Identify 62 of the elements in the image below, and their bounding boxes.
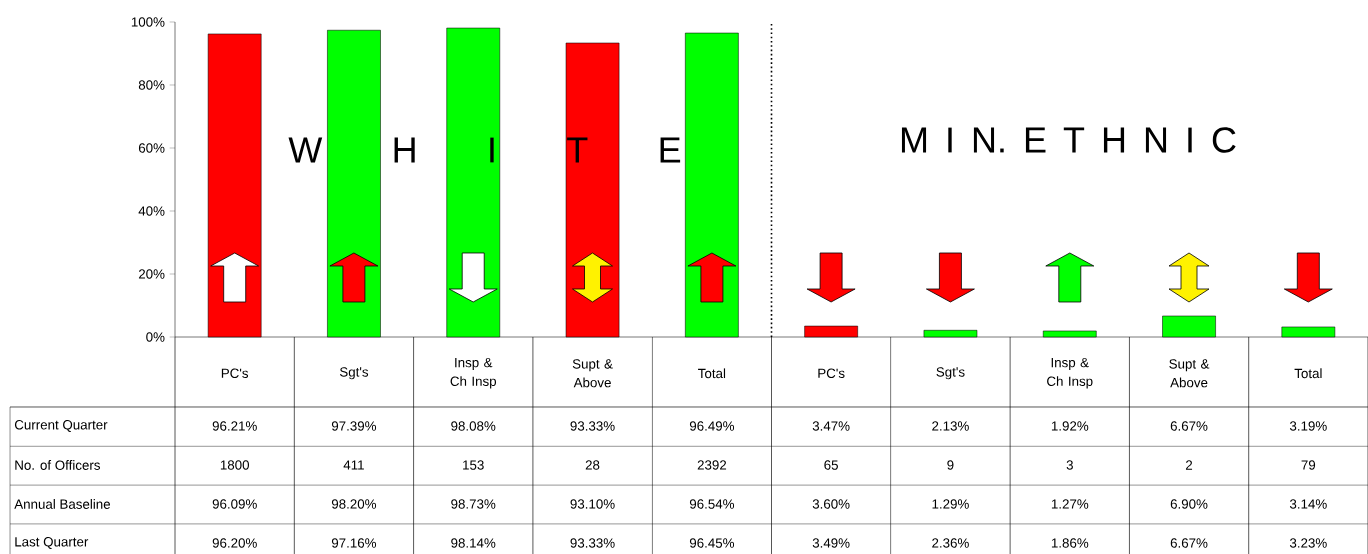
data-label: 93.33%	[570, 421, 615, 431]
x-tick-label: Sgt's	[936, 367, 965, 380]
text: 3.60%	[812, 499, 850, 509]
text: Last Quarter	[15, 537, 89, 549]
text: 1.27%	[1051, 499, 1089, 509]
data-label: 6.67%	[1170, 421, 1208, 431]
text: 97.16%	[331, 538, 377, 548]
text: 3	[1066, 460, 1073, 470]
text: 1800	[220, 460, 250, 470]
y-tick-label: 100%	[131, 17, 165, 27]
x-tick-label: Supt & Above	[1169, 359, 1210, 388]
x-tick-label: Insp & Ch Insp	[1047, 357, 1093, 389]
text: Current Quarter	[14, 420, 108, 432]
text: 96.09%	[212, 499, 257, 509]
text: 153	[463, 460, 484, 470]
data-label: 3.47%	[812, 421, 850, 431]
text: 3.14%	[1289, 499, 1327, 509]
text: No. of Officers	[15, 460, 100, 470]
text: 6.67%	[1170, 538, 1208, 548]
text: 98.14%	[451, 538, 496, 548]
text: 2	[1185, 460, 1193, 470]
text: 2392	[697, 460, 727, 470]
x-tick-label: Sgt's	[339, 367, 369, 380]
text: 96.45%	[689, 538, 735, 548]
text: Annual Baseline	[14, 499, 110, 509]
text: 93.33%	[570, 538, 615, 548]
text: 1.29%	[932, 499, 969, 509]
y-tick-label: 40%	[138, 206, 165, 216]
text: 6.90%	[1170, 499, 1208, 509]
x-tick-label: Total	[1294, 368, 1322, 379]
text: 3.23%	[1289, 538, 1327, 548]
text: 96.54%	[689, 499, 735, 509]
data-label: 3.19%	[1289, 421, 1327, 431]
text: 9	[947, 460, 954, 470]
text: 93.10%	[570, 499, 615, 509]
annotation: W H I T E	[288, 137, 681, 163]
data-label: 98.08%	[451, 421, 496, 431]
x-tick-label: PC's	[818, 368, 845, 378]
x-tick-label: PC's	[221, 368, 249, 378]
text: 79	[1301, 460, 1316, 470]
text: 3.49%	[812, 538, 850, 548]
x-tick-label: Insp & Ch Insp	[450, 357, 497, 389]
y-tick-label: 80%	[138, 80, 165, 90]
annotation: M I N. E T H N I C	[901, 127, 1236, 153]
y-tick-label: 60%	[138, 143, 165, 153]
text: 28	[585, 460, 600, 470]
text: 98.20%	[331, 499, 377, 509]
text: 96.20%	[212, 538, 257, 548]
x-tick-label: Total	[698, 368, 726, 379]
data-label: 96.21%	[212, 421, 257, 431]
x-tick-label: Supt & Above	[572, 359, 613, 388]
text: 1.86%	[1051, 538, 1089, 548]
data-label: 1.92%	[1051, 421, 1089, 431]
text: 411	[343, 460, 364, 470]
data-label: 96.49%	[689, 421, 735, 431]
data-label: 2.13%	[932, 421, 969, 431]
y-tick-label: 20%	[138, 269, 165, 279]
text: 2.36%	[932, 538, 969, 548]
text: 65	[824, 460, 838, 470]
data-label: 97.39%	[331, 421, 377, 431]
text: 98.73%	[451, 499, 496, 509]
y-tick-label: 0%	[146, 332, 165, 342]
